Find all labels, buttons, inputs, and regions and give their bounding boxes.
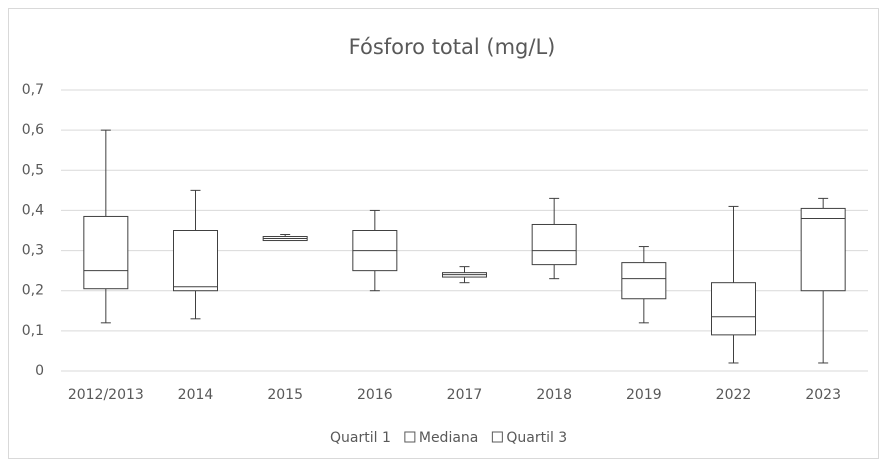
legend-swatch bbox=[404, 431, 416, 443]
legend-label: Quartil 1 bbox=[330, 430, 391, 446]
legend-label: Quartil 3 bbox=[506, 430, 567, 446]
x-tick-label: 2012/2013 bbox=[68, 387, 144, 403]
chart-title: Fósforo total (mg/L) bbox=[349, 35, 556, 59]
x-tick-label: 2015 bbox=[267, 387, 303, 403]
x-tick-label: 2014 bbox=[178, 387, 214, 403]
x-tick-label: 2023 bbox=[805, 387, 841, 403]
box bbox=[83, 215, 129, 290]
box bbox=[173, 230, 218, 292]
x-tick-label: 2018 bbox=[536, 387, 572, 403]
y-tick-label: 0,5 bbox=[22, 162, 44, 178]
y-tick-label: 0 bbox=[35, 363, 44, 379]
y-tick-label: 0,3 bbox=[22, 243, 44, 259]
box bbox=[711, 282, 756, 336]
y-tick-label: 0,1 bbox=[22, 323, 44, 339]
box bbox=[621, 262, 667, 300]
y-tick-label: 0,6 bbox=[22, 122, 44, 138]
legend-swatch bbox=[491, 431, 503, 443]
y-tick-label: 0,7 bbox=[22, 82, 44, 98]
x-tick-label: 2019 bbox=[626, 387, 662, 403]
x-tick-label: 2022 bbox=[716, 387, 752, 403]
x-tick-label: 2017 bbox=[447, 387, 483, 403]
x-tick-label: 2016 bbox=[357, 387, 393, 403]
y-tick-label: 0,4 bbox=[22, 202, 44, 218]
box bbox=[531, 223, 577, 266]
legend-label: Mediana bbox=[419, 430, 479, 446]
box bbox=[800, 207, 846, 292]
y-tick-label: 0,2 bbox=[22, 283, 44, 299]
